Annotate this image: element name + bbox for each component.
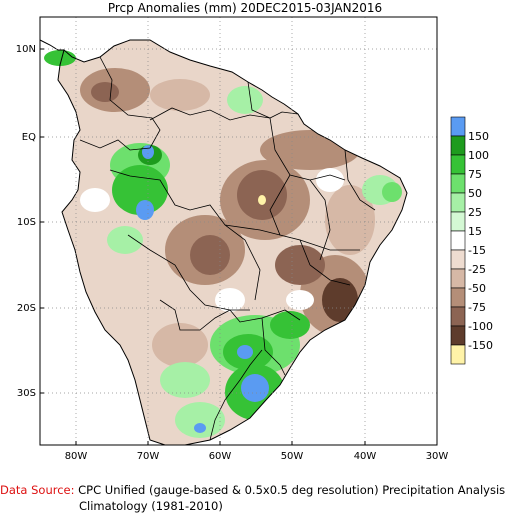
lat-label-30s: 30S [17, 388, 36, 399]
colorbar-label: 150 [468, 130, 489, 143]
colorbar-label: 15 [468, 225, 482, 238]
lon-label-40w: 40W [354, 451, 377, 462]
map-title: Prcp Anomalies (mm) 20DEC2015-03JAN2016 [107, 1, 383, 15]
colorbar-label: 50 [468, 187, 482, 200]
colorbar-label: -75 [468, 301, 486, 314]
political-borders [79, 56, 376, 441]
colorbar-label: -150 [468, 339, 493, 352]
anomaly-map: 10N EQ 10S 20S 30S 80W 70W 60W 50W 40W 3… [16, 16, 493, 462]
lon-label-30w: 30W [426, 451, 449, 462]
colorbar-swatch [450, 249, 466, 270]
colorbar-swatch [450, 344, 466, 365]
colorbar-swatch [450, 154, 466, 175]
lon-label-60w: 60W [209, 451, 232, 462]
colorbar-swatch [450, 306, 466, 327]
colorbar-swatch [450, 192, 466, 213]
lon-label-70w: 70W [137, 451, 160, 462]
colorbar-swatch [450, 173, 466, 194]
colorbar: 150 100 75 50 25 15 -15 -25 -50 -75 -100 -150 [450, 116, 493, 365]
coastline [57, 39, 408, 445]
colorbar-label: 25 [468, 206, 482, 219]
colorbar-swatch [450, 211, 466, 232]
colorbar-swatch [450, 287, 466, 308]
lon-label-80w: 80W [65, 451, 88, 462]
lat-label-10n: 10N [16, 44, 36, 55]
lat-label-20s: 20S [17, 303, 36, 314]
colorbar-swatch [450, 135, 466, 156]
colorbar-label: 75 [468, 168, 482, 181]
lat-label-10s: 10S [17, 217, 36, 228]
climatology-text: Climatology (1981-2010) [79, 499, 223, 513]
colorbar-label: -25 [468, 263, 486, 276]
central-america-coast [39, 39, 64, 51]
colorbar-label: -15 [468, 244, 486, 257]
colorbar-swatch [450, 230, 466, 251]
lat-label-eq: EQ [22, 132, 36, 143]
lon-label-50w: 50W [281, 451, 304, 462]
colorbar-label: -100 [468, 320, 493, 333]
colorbar-label: 100 [468, 149, 489, 162]
colorbar-swatch [450, 116, 466, 137]
footer: Data Source: CPC Unified (gauge-based & … [0, 482, 505, 514]
data-source-text: CPC Unified (gauge-based & 0.5x0.5 deg r… [78, 483, 506, 497]
colorbar-swatch [450, 268, 466, 289]
colorbar-swatch [450, 325, 466, 346]
data-source-label: Data Source: [0, 483, 75, 497]
colorbar-label: -50 [468, 282, 486, 295]
map-grid [40, 17, 437, 445]
